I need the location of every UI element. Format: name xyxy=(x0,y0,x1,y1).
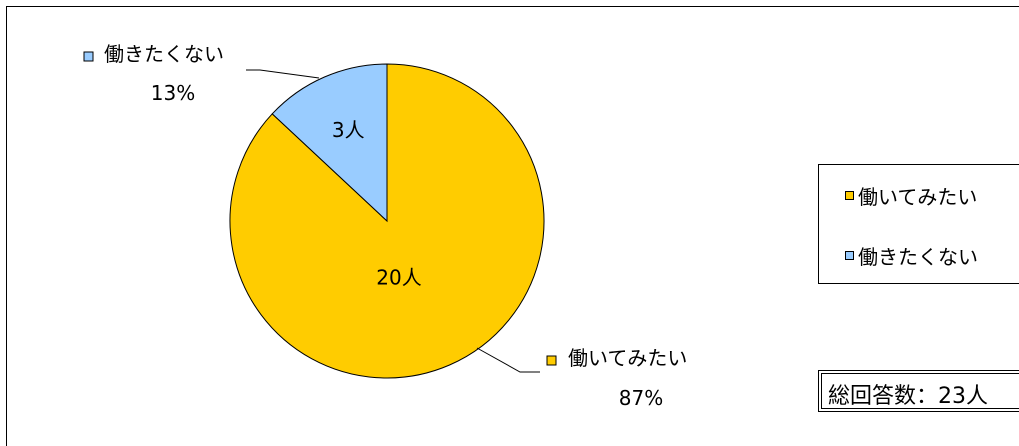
outer-percent-label-1: 87% xyxy=(619,386,663,410)
leader-line-1 xyxy=(476,347,540,373)
legend-swatch-2 xyxy=(845,251,854,260)
slice-value-label-1: 20人 xyxy=(376,266,421,290)
outer-label-swatch-1 xyxy=(546,355,557,366)
leader-line-2 xyxy=(246,69,320,79)
legend: 働いてみたい 働きたくない xyxy=(818,164,1019,284)
outer-category-label-2: 働きたくない xyxy=(104,42,224,66)
legend-swatch-1 xyxy=(845,191,854,200)
legend-item-2: 働きたくない xyxy=(845,241,978,270)
outer-category-label-1: 働いてみたい xyxy=(568,346,687,370)
legend-label-2: 働きたくない xyxy=(858,245,978,269)
total-responses-box: 総回答数：23人 xyxy=(818,370,1019,412)
outer-label-swatch-2 xyxy=(83,51,94,62)
total-responses-label: 総回答数：23人 xyxy=(828,384,988,409)
pie-slice-2 xyxy=(271,63,388,223)
legend-item-1: 働いてみたい xyxy=(845,181,977,210)
chart-frame xyxy=(6,6,1019,446)
slice-value-label-2: 3人 xyxy=(332,118,365,142)
outer-percent-label-2: 13% xyxy=(151,81,195,105)
legend-label-1: 働いてみたい xyxy=(858,185,978,209)
